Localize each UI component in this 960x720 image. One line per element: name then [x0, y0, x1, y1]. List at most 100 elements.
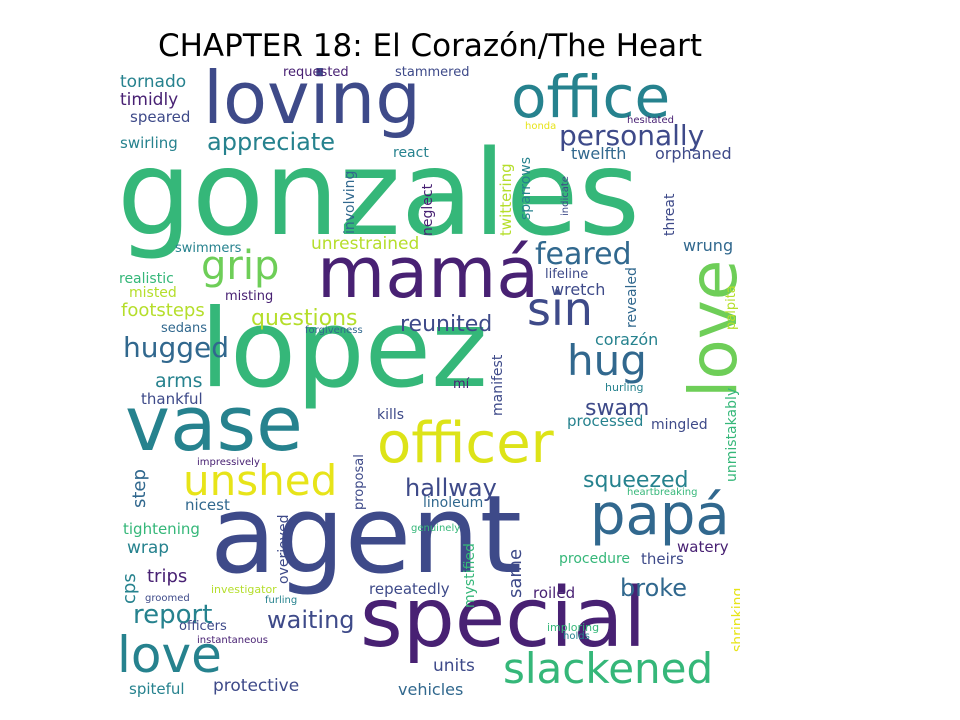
word-sin: sin: [527, 282, 593, 336]
word-cps: cps: [119, 573, 140, 604]
word-processed: processed: [567, 412, 644, 430]
word-shrinking: shrinking: [730, 587, 740, 652]
word-sedans: sedans: [161, 321, 208, 336]
word-imploring: imploring: [547, 621, 600, 634]
word-impressively: impressively: [197, 457, 260, 468]
word-kills: kills: [377, 407, 405, 423]
word-feared: feared: [535, 237, 632, 272]
word-realistic: realistic: [119, 271, 174, 287]
word-genuinely: genuinely: [411, 523, 461, 534]
word-units: units: [433, 656, 475, 676]
word-hallway: hallway: [405, 474, 497, 502]
word-trips: trips: [147, 566, 188, 587]
word-repeatedly: repeatedly: [369, 580, 450, 598]
word-hesitated: hesitated: [627, 115, 674, 126]
word-hug: hug: [567, 336, 647, 385]
word-personally: personally: [559, 119, 705, 152]
word-grip: grip: [201, 243, 280, 289]
word-lifeline: lifeline: [545, 267, 589, 282]
word-heartbreaking: heartbreaking: [627, 487, 698, 498]
word-stammered: stammered: [395, 65, 470, 80]
word-cloud: gonzales lopez agent special loving offi…: [115, 60, 740, 700]
word-threat: threat: [662, 193, 678, 237]
word-office: office: [511, 63, 671, 131]
word-mystified: mystified: [462, 543, 478, 608]
word-driveway: love: [117, 626, 222, 684]
word-hugged: hugged: [123, 331, 230, 364]
word-arms: arms: [155, 370, 203, 392]
word-instantaneous: instantaneous: [197, 635, 268, 646]
word-footsteps: footsteps: [121, 300, 205, 321]
word-loving: loving: [203, 60, 422, 140]
word-timidly: timidly: [120, 90, 179, 110]
word-wrung: wrung: [683, 236, 734, 255]
word-orphaned: orphaned: [655, 144, 732, 163]
word-broke: broke: [620, 574, 688, 602]
word-twelfth: twelfth: [571, 144, 627, 163]
word-spiteful: spiteful: [129, 680, 185, 698]
word-procedure: procedure: [559, 551, 631, 567]
word-corazon: corazón: [595, 330, 659, 349]
word-mingled: mingled: [651, 417, 708, 433]
word-watery: watery: [677, 538, 729, 556]
word-vase: vase: [125, 379, 303, 468]
word-forgiveness: forgiveness: [305, 325, 363, 336]
word-report: report: [133, 600, 213, 630]
word-palpita: palpita: [724, 285, 739, 330]
word-groomed: groomed: [145, 593, 190, 604]
word-questions: questions: [251, 306, 358, 331]
word-lopez: lopez: [200, 287, 488, 412]
word-agent: agent: [210, 473, 522, 598]
word-papa: papá: [590, 483, 730, 548]
word-unrestrained: unrestrained: [311, 234, 420, 254]
word-proposal: proposal: [352, 454, 367, 510]
word-furling: furling: [265, 595, 298, 606]
word-manifest: manifest: [490, 354, 506, 416]
word-react: react: [393, 145, 429, 161]
word-slackened: slackened: [503, 644, 714, 693]
word-theirs: theirs: [641, 550, 684, 568]
word-linoleum: linoleum: [423, 495, 484, 511]
word-nicest: nicest: [185, 496, 230, 514]
word-swimmers: swimmers: [175, 241, 242, 256]
word-squeezed: squeezed: [583, 468, 689, 493]
word-honda: honda: [525, 121, 557, 132]
word-indicate: indicate: [560, 176, 571, 216]
word-wrap: wrap: [127, 538, 170, 558]
word-thankful: thankful: [141, 390, 203, 408]
word-step: step: [129, 469, 150, 508]
word-investigator: investigator: [211, 583, 277, 596]
word-appreciate: appreciate: [207, 128, 336, 156]
word-gonzales: gonzales: [117, 124, 640, 262]
word-unmistakably: unmistakably: [724, 387, 740, 482]
word-officers: officers: [179, 619, 227, 634]
word-same: same: [505, 548, 526, 598]
word-involving: involving: [342, 170, 358, 234]
word-swam: swam: [585, 396, 650, 421]
word-protective: protective: [213, 676, 300, 696]
word-misted: misted: [129, 285, 177, 301]
word-swirling: swirling: [120, 134, 178, 152]
word-vehicles: vehicles: [398, 680, 464, 699]
word-sparrows: sparrows: [518, 156, 534, 220]
word-wretch: wretch: [551, 280, 606, 299]
chart-title: CHAPTER 18: El Corazón/The Heart: [157, 28, 703, 64]
word-officer: officer: [377, 411, 554, 476]
word-holds: holds: [563, 631, 590, 642]
word-hurling: hurling: [605, 381, 644, 394]
word-waiting: waiting: [267, 606, 355, 634]
word-roiled: roiled: [533, 584, 576, 602]
word-tornado: tornado: [120, 72, 187, 92]
word-reunited: reunited: [400, 312, 493, 337]
word-mi: mí: [453, 377, 470, 392]
word-revealed: revealed: [624, 267, 640, 328]
word-neglect: neglect: [420, 183, 436, 236]
word-mama: mamá: [317, 232, 540, 314]
word-speared: speared: [130, 108, 191, 126]
word-overjoyed: overjoyed: [276, 514, 292, 584]
word-misting: misting: [225, 289, 274, 304]
word-unshed: unshed: [183, 456, 338, 505]
word-requested: requested: [283, 65, 349, 80]
word-twittering: twittering: [497, 163, 515, 236]
word-tightening: tightening: [123, 520, 200, 538]
